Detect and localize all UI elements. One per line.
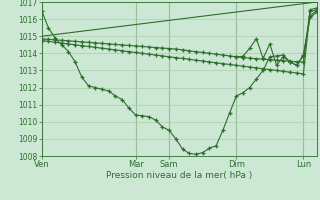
X-axis label: Pression niveau de la mer( hPa ): Pression niveau de la mer( hPa )	[106, 171, 252, 180]
